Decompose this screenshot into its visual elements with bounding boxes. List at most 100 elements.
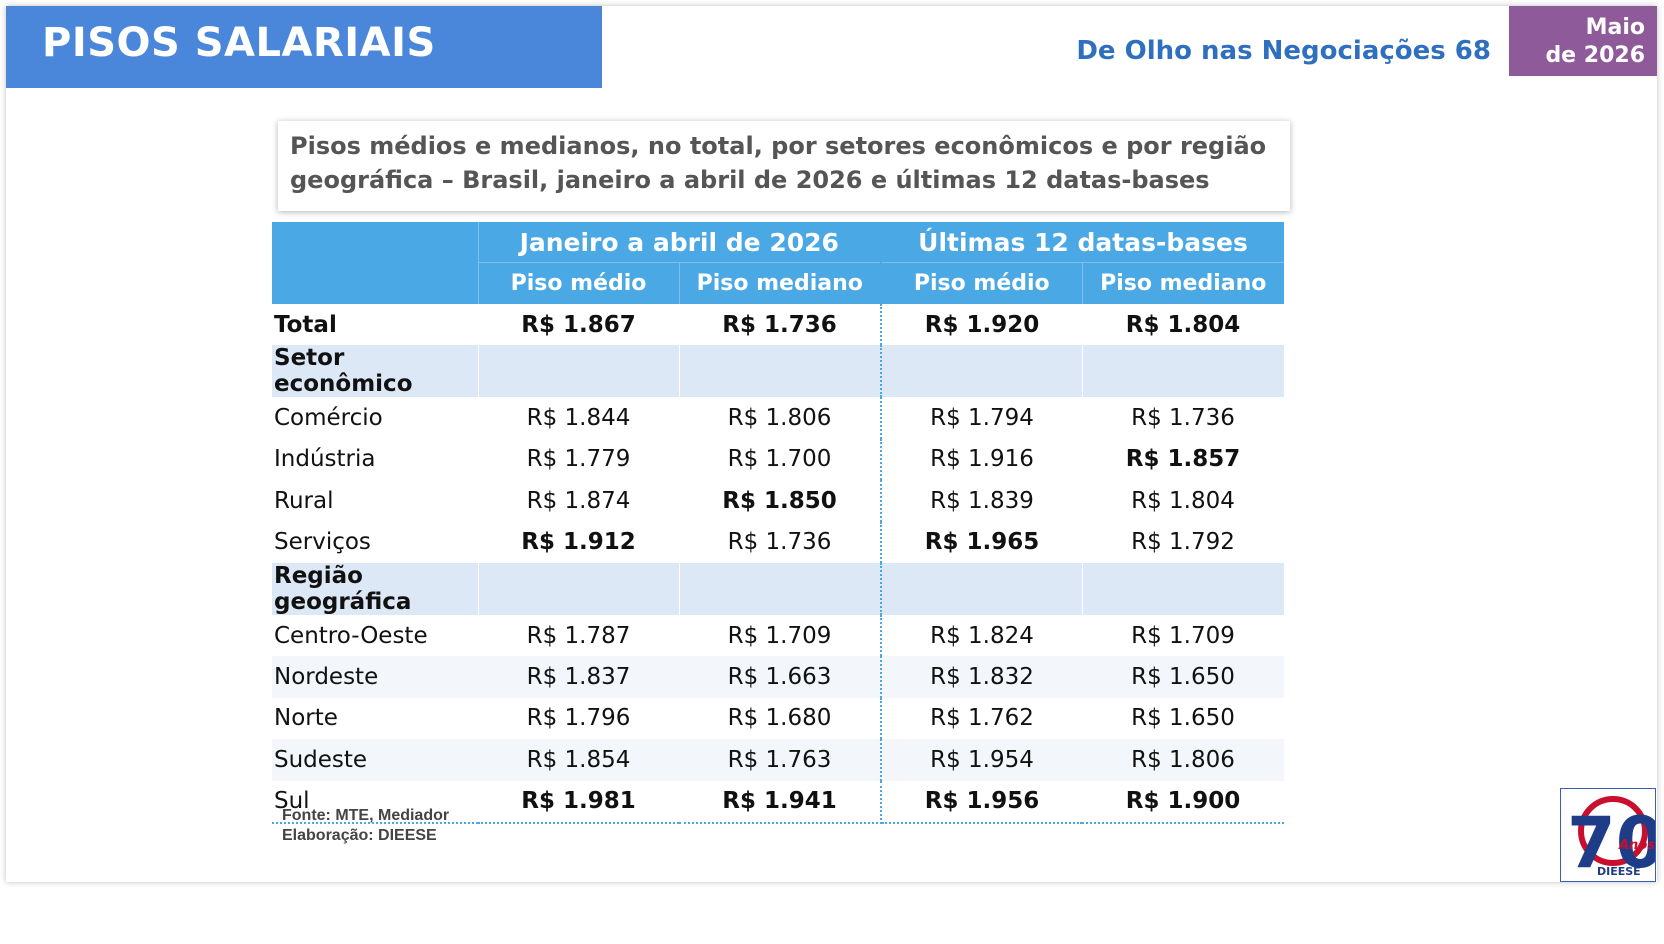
dieese-70-anos-logo: 70 Anos DIEESE <box>1560 788 1664 884</box>
row-label: Nordeste <box>272 656 478 698</box>
value-cell: R$ 1.663 <box>679 656 882 698</box>
group-header-last-12: Últimas 12 datas-bases <box>880 222 1284 263</box>
value-cell: R$ 1.920 <box>924 311 1040 338</box>
value-cell: R$ 1.857 <box>1125 446 1241 473</box>
table-row-total: Total R$ 1.867 R$ 1.736 R$ 1.920 R$ 1.80… <box>272 304 1284 346</box>
section-empty-cell <box>1081 562 1284 615</box>
row-label: Rural <box>274 487 334 514</box>
value-cell: R$ 1.900 <box>1082 780 1284 824</box>
table-row: Comércio R$ 1.844 R$ 1.806 R$ 1.794 R$ 1… <box>272 397 1284 439</box>
value-cell: R$ 1.763 <box>679 739 882 781</box>
table-row: Centro-Oeste R$ 1.787 R$ 1.709 R$ 1.824 … <box>272 614 1284 657</box>
header-empty-cell <box>272 262 478 304</box>
table-caption: Pisos médios e medianos, no total, por s… <box>278 121 1290 211</box>
value-cell: R$ 1.779 <box>526 446 631 473</box>
value-cell: R$ 1.796 <box>526 705 631 732</box>
logo-graphic: 70 Anos DIEESE <box>1567 796 1664 884</box>
table-row: Nordeste R$ 1.837 R$ 1.663 R$ 1.832 R$ 1… <box>272 656 1284 698</box>
value-cell: R$ 1.867 <box>521 311 636 338</box>
row-label: Indústria <box>274 446 376 473</box>
row-label: Centro-Oeste <box>274 622 428 649</box>
table-row: Serviços R$ 1.912 R$ 1.736 R$ 1.965 R$ 1… <box>272 521 1284 563</box>
value-cell: R$ 1.981 <box>478 780 679 824</box>
title-bar: PISOS SALARIAIS <box>6 6 602 88</box>
value-cell: R$ 1.844 <box>526 405 631 432</box>
row-label: Sudeste <box>272 739 478 781</box>
caption-line-2: geográfica – Brasil, janeiro a abril de … <box>290 166 1210 194</box>
value-cell: R$ 1.709 <box>679 614 882 657</box>
value-cell: R$ 1.854 <box>478 739 679 781</box>
group-header-jan-apr: Janeiro a abril de 2026 <box>477 222 882 263</box>
elaboration-line: Elaboração: DIEESE <box>282 827 437 844</box>
publication-subtitle: De Olho nas Negociações 68 <box>1076 36 1491 66</box>
row-label: Comércio <box>274 405 383 432</box>
source-line: Fonte: MTE, Mediador <box>282 807 450 824</box>
value-cell: R$ 1.824 <box>930 622 1034 649</box>
value-cell: R$ 1.736 <box>679 304 882 346</box>
value-cell: R$ 1.837 <box>478 656 679 698</box>
value-cell: R$ 1.916 <box>930 446 1034 473</box>
section-row-setor: Setor econômico <box>272 345 1284 398</box>
table-sub-header-row: Piso médio Piso mediano Piso médio Piso … <box>272 262 1284 304</box>
value-cell: R$ 1.832 <box>881 656 1082 698</box>
section-empty-cell <box>1081 345 1284 398</box>
table-group-header-row: Janeiro a abril de 2026 Últimas 12 datas… <box>272 222 1284 263</box>
logo-number: 70 <box>1567 802 1655 881</box>
value-cell: R$ 1.912 <box>521 529 636 556</box>
value-cell: R$ 1.736 <box>679 521 882 563</box>
section-empty-cell <box>880 345 1082 398</box>
section-empty-cell <box>880 562 1082 615</box>
sub-header-cell: Piso mediano <box>1081 262 1284 304</box>
header-empty-cell <box>272 222 478 263</box>
section-label: Região geográfica <box>272 562 478 615</box>
section-row-regiao: Região geográfica <box>272 562 1284 615</box>
value-cell: R$ 1.794 <box>930 405 1034 432</box>
section-empty-cell <box>477 345 679 398</box>
value-cell: R$ 1.874 <box>526 487 631 514</box>
value-cell: R$ 1.762 <box>930 705 1034 732</box>
value-cell: R$ 1.965 <box>924 529 1040 556</box>
value-cell: R$ 1.806 <box>1082 739 1284 781</box>
table-row: Sudeste R$ 1.854 R$ 1.763 R$ 1.954 R$ 1.… <box>272 739 1284 781</box>
sub-header-cell: Piso médio <box>477 262 679 304</box>
section-empty-cell <box>678 562 882 615</box>
value-cell: R$ 1.700 <box>679 438 882 481</box>
section-empty-cell <box>678 345 882 398</box>
logo-org: DIEESE <box>1597 865 1641 878</box>
value-cell: R$ 1.787 <box>526 622 631 649</box>
value-cell: R$ 1.650 <box>1131 705 1235 732</box>
value-cell: R$ 1.850 <box>679 480 882 522</box>
value-cell: R$ 1.680 <box>679 697 882 740</box>
value-cell: R$ 1.954 <box>881 739 1082 781</box>
row-label: Total <box>274 311 337 338</box>
row-label: Sul <box>272 780 478 824</box>
section-empty-cell <box>477 562 679 615</box>
wage-floor-table: Janeiro a abril de 2026 Últimas 12 datas… <box>272 222 1284 824</box>
value-cell: R$ 1.804 <box>1131 487 1235 514</box>
value-cell: R$ 1.709 <box>1131 622 1235 649</box>
value-cell: R$ 1.650 <box>1082 656 1284 698</box>
value-cell: R$ 1.804 <box>1125 311 1241 338</box>
value-cell: R$ 1.806 <box>679 397 882 439</box>
row-label: Serviços <box>274 529 371 556</box>
source-note: Fonte: MTE, Mediador Elaboração: DIEESE <box>282 806 449 846</box>
table-row: Indústria R$ 1.779 R$ 1.700 R$ 1.916 R$ … <box>272 438 1284 481</box>
date-month: Maio <box>1585 15 1645 40</box>
value-cell: R$ 1.956 <box>881 780 1082 824</box>
value-cell: R$ 1.736 <box>1131 405 1235 432</box>
row-label: Norte <box>274 705 338 732</box>
date-badge: Maio de 2026 <box>1509 6 1657 76</box>
value-cell: R$ 1.941 <box>679 780 882 824</box>
date-year: de 2026 <box>1545 43 1645 68</box>
sub-header-cell: Piso médio <box>880 262 1082 304</box>
logo-anos: Anos <box>1618 838 1655 853</box>
sub-header-cell: Piso mediano <box>678 262 882 304</box>
page-title: PISOS SALARIAIS <box>42 20 436 66</box>
section-label: Setor econômico <box>272 345 478 398</box>
table-row: Norte R$ 1.796 R$ 1.680 R$ 1.762 R$ 1.65… <box>272 697 1284 740</box>
caption-line-1: Pisos médios e medianos, no total, por s… <box>290 132 1267 160</box>
table-row: Sul R$ 1.981 R$ 1.941 R$ 1.956 R$ 1.900 <box>272 780 1284 824</box>
table-row: Rural R$ 1.874 R$ 1.850 R$ 1.839 R$ 1.80… <box>272 480 1284 522</box>
value-cell: R$ 1.839 <box>930 487 1034 514</box>
value-cell: R$ 1.792 <box>1131 529 1235 556</box>
